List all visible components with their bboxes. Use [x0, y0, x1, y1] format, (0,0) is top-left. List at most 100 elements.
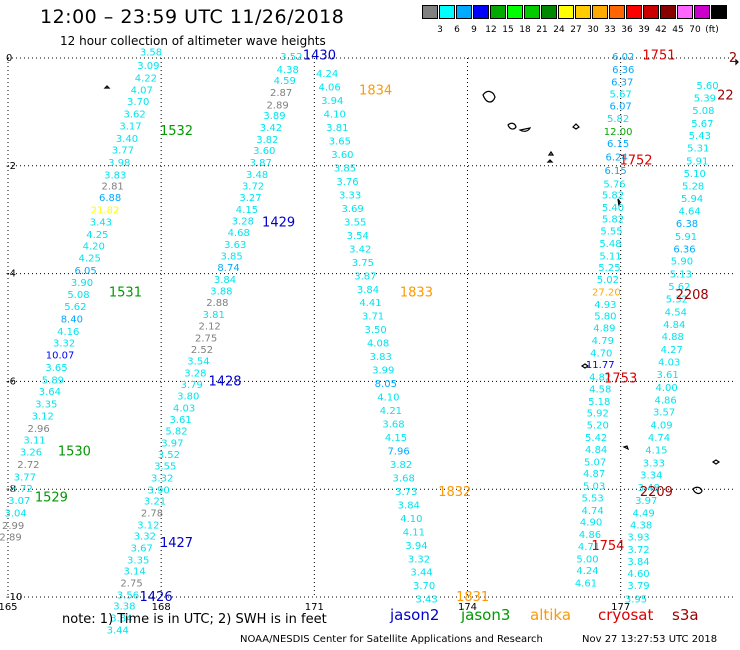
- swh-value: 4.00: [655, 383, 677, 394]
- swh-value: 3.90: [71, 278, 93, 289]
- swh-value: 4.54: [665, 307, 687, 318]
- swh-value: 3.87: [354, 271, 376, 282]
- swh-value: 7.96: [387, 446, 409, 457]
- pass-time-label: 1753: [604, 372, 637, 387]
- swh-value: 5.94: [681, 194, 703, 205]
- swh-value: 3.80: [177, 391, 199, 402]
- swh-value: 5.91: [686, 156, 708, 167]
- footer-timestamp: Nov 27 13:27:53 UTC 2018: [582, 634, 718, 645]
- legend-swatch: [507, 5, 523, 19]
- swh-value: 6.15: [604, 166, 626, 177]
- swh-value: 3.52: [158, 450, 180, 461]
- swh-value: 3.21: [144, 497, 166, 508]
- swh-value: 3.61: [657, 370, 679, 381]
- pass-time-label: 1833: [400, 285, 433, 300]
- island: [518, 127, 532, 132]
- legend-swatch: [490, 5, 506, 19]
- island: [546, 159, 554, 163]
- swh-value: 3.94: [321, 96, 343, 107]
- swh-value: 3.71: [362, 312, 384, 323]
- swh-value: 6.15: [607, 139, 629, 150]
- legend-level: 45: [672, 25, 684, 35]
- swh-value: 4.06: [319, 83, 341, 94]
- swh-value: 4.84: [585, 445, 607, 456]
- swh-value: 4.07: [131, 85, 153, 96]
- swh-value: 3.58: [140, 48, 162, 59]
- swh-value: 2.75: [195, 333, 217, 344]
- swh-value: 3.57: [653, 408, 675, 419]
- legend-swatch: [422, 5, 438, 19]
- swh-value: 3.27: [239, 193, 261, 204]
- legend-swatch: [541, 5, 557, 19]
- swh-value: 4.09: [650, 421, 672, 432]
- swh-value: 3.34: [640, 471, 662, 482]
- pass-time-label: 1752: [619, 153, 652, 168]
- pass-time-label: 1430: [303, 48, 336, 63]
- swh-value: 3.44: [107, 625, 129, 636]
- island: [692, 486, 703, 495]
- swh-value: 6.88: [99, 193, 121, 204]
- swh-value: 4.15: [236, 205, 258, 216]
- swh-value: 4.24: [576, 566, 598, 577]
- pass-time-label: 1751: [642, 48, 675, 63]
- swh-value: 5.48: [599, 239, 621, 250]
- swh-value: 3.09: [137, 61, 159, 72]
- swh-value: 4.87: [583, 469, 605, 480]
- swh-value: 2.81: [102, 181, 124, 192]
- swh-value: 5.08: [67, 290, 89, 301]
- swh-value: 3.84: [110, 614, 132, 625]
- swh-value: 3.99: [372, 366, 394, 377]
- swh-value: 3.32: [408, 554, 430, 565]
- swh-value: 3.50: [364, 325, 386, 336]
- legend-level: 39: [638, 25, 650, 35]
- swh-value: 3.14: [123, 567, 145, 578]
- legend-swatch: [711, 5, 727, 19]
- swh-value: 10.07: [46, 351, 75, 362]
- swh-value: 3.88: [210, 286, 232, 297]
- island: [617, 198, 621, 207]
- swh-value: 4.10: [400, 514, 422, 525]
- swh-value: 3.54: [187, 356, 209, 367]
- swh-value: 5.07: [584, 457, 606, 468]
- swh-value: 3.52: [280, 52, 302, 63]
- swh-value: 5.89: [42, 375, 64, 386]
- swh-value: 5.25: [598, 263, 620, 274]
- pass-time-label: 1426: [140, 590, 173, 605]
- swh-value: 4.84: [663, 320, 685, 331]
- swh-value: 3.55: [344, 217, 366, 228]
- swh-value: 3.75: [352, 258, 374, 269]
- swh-value: 5.42: [585, 433, 607, 444]
- lat-label: 0: [6, 53, 12, 64]
- page-subtitle: 12 hour collection of altimeter wave hei…: [60, 34, 326, 48]
- swh-value: 3.87: [250, 158, 272, 169]
- swh-value: 3.07: [8, 496, 30, 507]
- swh-value: 3.64: [39, 387, 61, 398]
- swh-value: 5.18: [588, 397, 610, 408]
- lat-label: -6: [6, 376, 16, 387]
- swh-value: 3.90: [147, 485, 169, 496]
- swh-value: 3.84: [214, 275, 236, 286]
- swh-value: 3.79: [627, 581, 649, 592]
- lat-label: -10: [6, 592, 22, 603]
- footer-credit: NOAA/NESDIS Center for Satellite Applica…: [240, 634, 543, 645]
- swh-value: 3.43: [90, 217, 112, 228]
- island: [482, 90, 496, 103]
- swh-value: 3.55: [154, 462, 176, 473]
- swh-value: 3.12: [32, 411, 54, 422]
- pass-time-label: 2209: [640, 485, 673, 500]
- swh-value: 3.65: [329, 137, 351, 148]
- swh-value: 4.86: [654, 395, 676, 406]
- swh-value: 8.74: [217, 263, 239, 274]
- note-text: note: 1) Time is in UTC; 2) SWH is in fe…: [62, 612, 327, 627]
- swh-value: 4.82: [589, 373, 611, 384]
- swh-value: 5.90: [671, 257, 693, 268]
- swh-value: 2.87: [270, 88, 292, 99]
- swh-value: 4.71: [578, 542, 600, 553]
- island: [622, 445, 630, 451]
- swh-value: 3.94: [405, 541, 427, 552]
- swh-value: 5.82: [607, 114, 629, 125]
- swh-value: 6.36: [673, 244, 695, 255]
- swh-value: 2.88: [206, 298, 228, 309]
- swh-value: 4.88: [662, 332, 684, 343]
